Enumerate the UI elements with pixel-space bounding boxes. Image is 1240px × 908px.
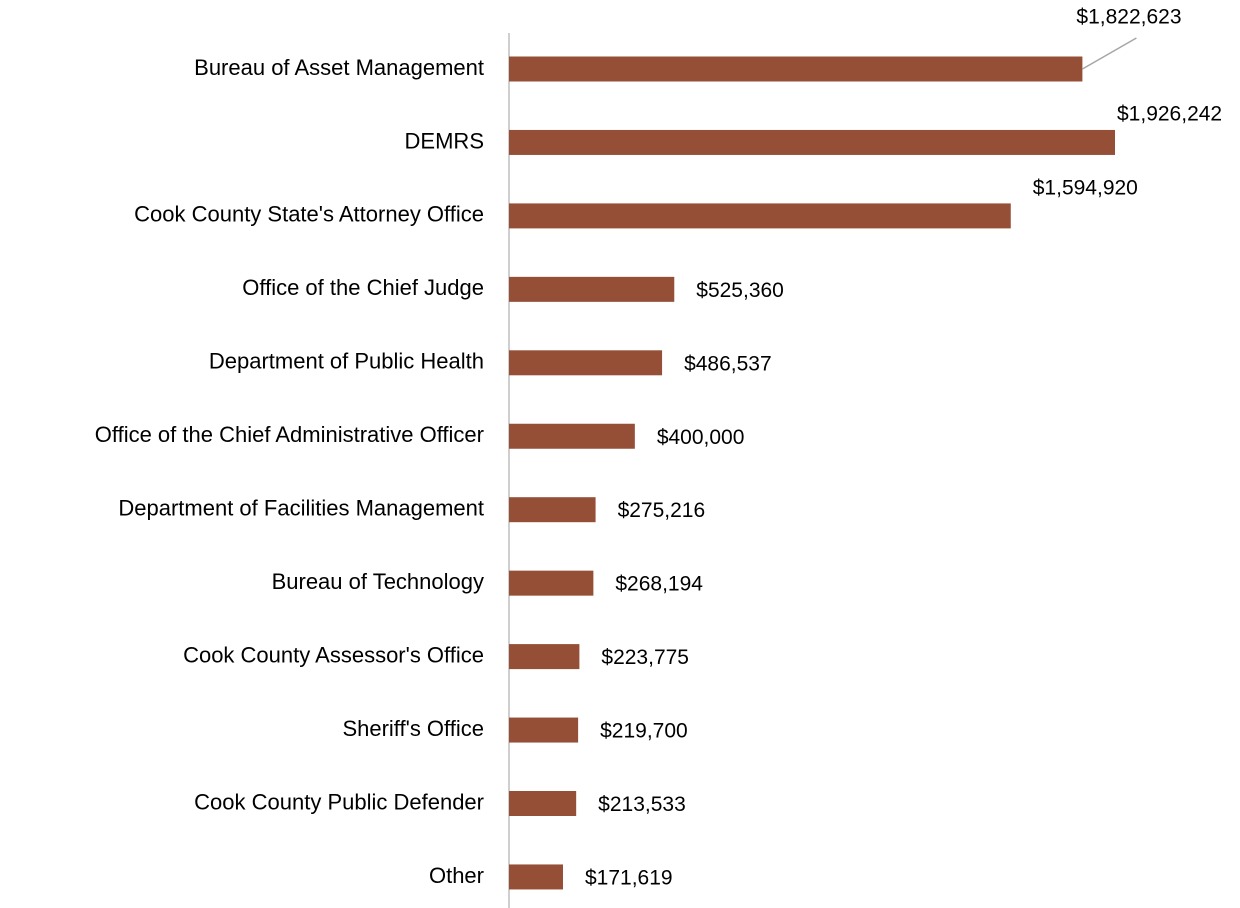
data-label: $171,619 — [585, 866, 673, 889]
bar — [509, 497, 596, 523]
leader-line — [1082, 37, 1137, 70]
y-tick-label: Department of Public Health — [209, 349, 484, 374]
data-label: $223,775 — [601, 646, 689, 669]
y-tick-label: Sheriff's Office — [342, 716, 484, 741]
bar — [509, 129, 1115, 155]
y-tick-label: DEMRS — [405, 128, 484, 153]
bar — [509, 56, 1083, 82]
bar — [509, 717, 579, 743]
bar — [509, 791, 577, 816]
bar — [509, 276, 675, 302]
bar — [509, 203, 1011, 229]
data-label: $486,537 — [684, 352, 772, 375]
data-label: $1,594,920 — [1033, 177, 1138, 200]
y-tick-label: Bureau of Asset Management — [194, 55, 484, 80]
data-label: $268,194 — [615, 573, 703, 596]
bar — [509, 644, 580, 670]
bar — [509, 864, 563, 890]
bar — [509, 423, 635, 449]
y-tick-label: Department of Facilities Management — [118, 496, 484, 521]
data-label: $525,360 — [696, 279, 784, 302]
data-label: $275,216 — [618, 499, 706, 522]
y-tick-label: Office of the Chief Administrative Offic… — [95, 422, 484, 447]
y-tick-label: Office of the Chief Judge — [242, 275, 484, 300]
data-label: $219,700 — [600, 720, 688, 743]
bar — [509, 570, 594, 596]
data-label: $1,926,242 — [1117, 103, 1222, 126]
data-label: $213,533 — [598, 793, 686, 816]
y-tick-label: Other — [429, 863, 484, 888]
bar — [509, 350, 663, 376]
y-tick-label: Bureau of Technology — [272, 569, 484, 594]
y-tick-label: Cook County Public Defender — [194, 789, 484, 814]
data-label: $400,000 — [657, 426, 745, 449]
y-tick-label: Cook County Assessor's Office — [183, 642, 484, 667]
data-label: $1,822,623 — [1076, 6, 1181, 29]
y-tick-label: Cook County State's Attorney Office — [134, 202, 484, 227]
